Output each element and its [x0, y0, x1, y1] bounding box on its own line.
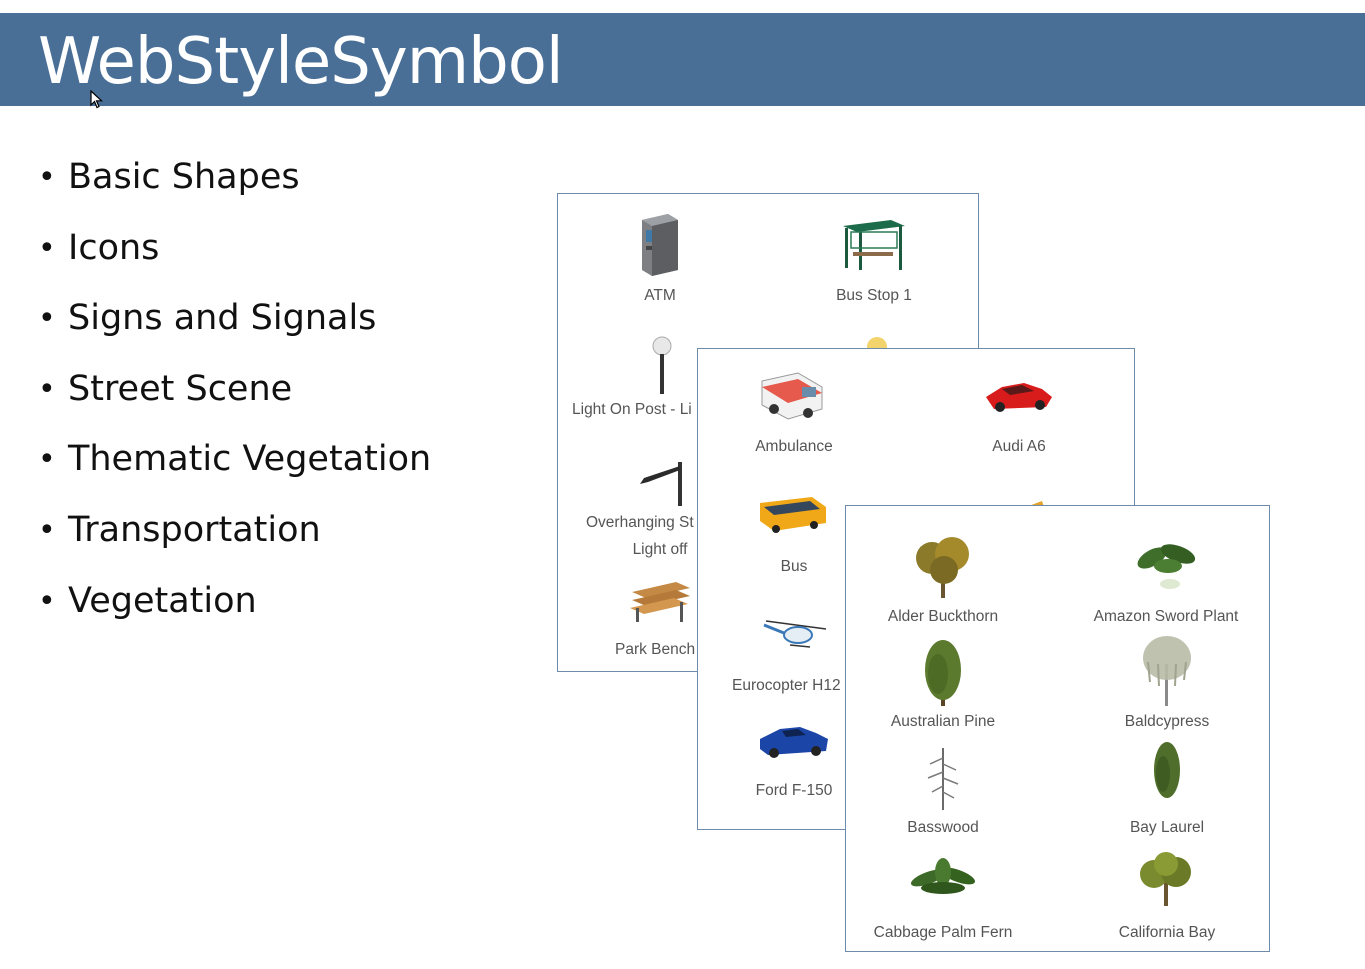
- bullet-list: • Basic Shapes • Icons • Signs and Signals …: [38, 150, 431, 644]
- vegetation-gallery: Alder Buckthorn Amazon Sword Plant Austr…: [845, 505, 1270, 952]
- gallery-item-label: Ford F-150: [755, 782, 833, 799]
- basswood-tree-icon: [927, 748, 959, 810]
- light-post-icon: [652, 336, 672, 394]
- gallery-item-label: Ambulance: [755, 438, 833, 455]
- title-bar: WebStyleSymbol: [0, 13, 1365, 106]
- atm-icon: [642, 214, 678, 276]
- cabbage-palm-fern-icon: [910, 858, 976, 894]
- amazon-sword-plant-icon: [1137, 544, 1196, 589]
- gallery-item-label: Audi A6: [992, 438, 1046, 455]
- gallery-item-label: Light On Post - Li: [572, 401, 692, 418]
- australian-pine-tree-icon: [925, 640, 961, 706]
- baldcypress-tree-icon: [1143, 636, 1191, 706]
- gallery-item-label: Overhanging St: [586, 514, 694, 531]
- gallery-item-label: Eurocopter H12: [732, 677, 841, 694]
- top-strip: [0, 0, 1365, 13]
- gallery-item-label: Basswood: [907, 819, 979, 836]
- ford-f150-icon: [760, 727, 828, 758]
- alder-buckthorn-tree-icon: [916, 537, 969, 598]
- light-bulb-icon: [867, 337, 887, 348]
- bullet-item: • Street Scene: [38, 368, 293, 409]
- california-bay-tree-icon: [1140, 852, 1191, 906]
- bay-laurel-tree-icon: [1154, 742, 1180, 798]
- gallery-item-label: Bay Laurel: [1129, 819, 1205, 836]
- gallery-item-label: Australian Pine: [890, 713, 996, 730]
- bullet-item: • Thematic Vegetation: [38, 439, 432, 480]
- bullet-item: • Signs and Signals: [38, 298, 377, 339]
- gallery-item-label: Bus Stop 1: [836, 287, 912, 304]
- gallery-item-label: ATM: [644, 287, 676, 304]
- bullet-item: • Icons: [38, 227, 160, 268]
- mouse-cursor-icon: [90, 90, 104, 109]
- gallery-item-label: Cabbage Palm Fern: [873, 924, 1013, 941]
- bullet-item: • Vegetation: [38, 580, 257, 621]
- bullet-item: • Transportation: [38, 509, 321, 550]
- ambulance-icon: [761, 372, 823, 420]
- park-bench-icon: [630, 582, 690, 622]
- gallery-item-label: Light off: [632, 541, 688, 558]
- bullet-item: • Basic Shapes: [38, 157, 300, 197]
- gallery-item-label: California Bay: [1118, 924, 1216, 941]
- bus-stop-icon: [843, 220, 905, 270]
- helicopter-icon: [763, 620, 827, 648]
- gallery-item-label: Amazon Sword Plant: [1093, 608, 1239, 625]
- bus-icon: [760, 497, 826, 533]
- slide-title: WebStyleSymbol: [38, 25, 564, 99]
- gallery-item-label: Bus: [780, 558, 808, 575]
- gallery-item-label: Baldcypress: [1124, 713, 1210, 730]
- gallery-item-label: Alder Buckthorn: [887, 608, 999, 625]
- audi-a6-icon: [986, 383, 1052, 412]
- overhanging-streetlight-icon: [640, 462, 682, 506]
- gallery-item-label: Park Bench: [615, 641, 696, 658]
